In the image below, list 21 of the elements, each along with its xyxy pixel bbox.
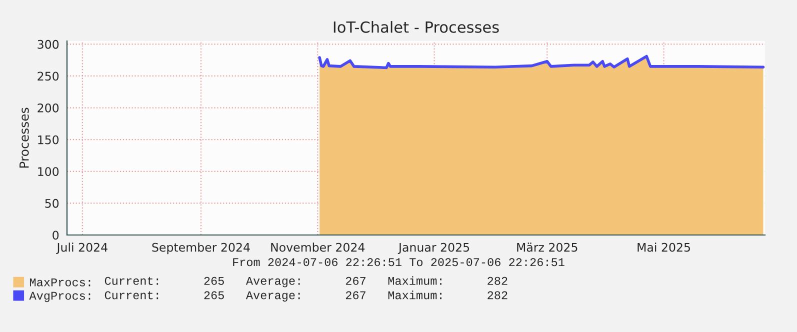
text: Current: 265 Average: 267 Maximum: 282 bbox=[104, 290, 508, 302]
text: Current: 265 Average: 267 Maximum: 282 bbox=[104, 276, 508, 288]
y-tick-label: 200 bbox=[38, 104, 59, 112]
x-tick-label: September 2024 bbox=[152, 242, 250, 254]
y-tick-label: 0 bbox=[52, 230, 59, 240]
x-tick-label: Juli 2024 bbox=[56, 242, 108, 254]
legend-label: AvgProcs: bbox=[29, 292, 90, 302]
x-tick-label: März 2025 bbox=[517, 242, 578, 252]
y-axis-title: Processes bbox=[20, 108, 29, 168]
text: From 2024-07-06 22:26:51 To 2025-07-06 22:26:51 bbox=[233, 258, 564, 266]
chart-title: IoT-Chalet - Processes bbox=[334, 21, 499, 33]
y-tick-label: 50 bbox=[45, 198, 59, 208]
x-tick-label: November 2024 bbox=[271, 242, 365, 252]
y-tick-label: 300 bbox=[38, 40, 59, 49]
y-tick-label: 250 bbox=[38, 72, 59, 81]
x-tick-label: Januar 2025 bbox=[398, 242, 470, 254]
x-tick-label: Mai 2025 bbox=[638, 242, 690, 252]
y-tick-label: 100 bbox=[38, 167, 59, 176]
line-series bbox=[318, 54, 765, 70]
legend-label: MaxProcs: bbox=[30, 278, 90, 286]
y-tick-label: 150 bbox=[38, 135, 59, 144]
